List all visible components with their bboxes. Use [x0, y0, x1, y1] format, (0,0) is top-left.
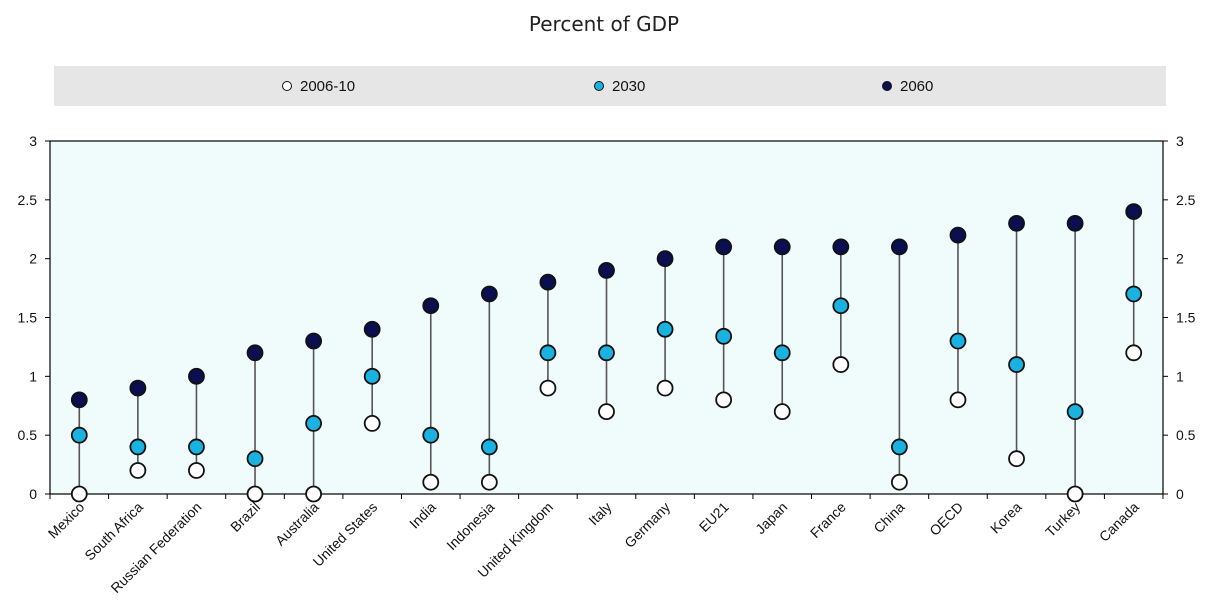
y-tick-label-right: 0.5 — [1176, 427, 1196, 443]
point-2006-10 — [305, 485, 323, 503]
x-category-label: France — [807, 499, 849, 541]
point-2030 — [129, 438, 147, 456]
point-2006-10 — [832, 356, 850, 373]
point-2060 — [1125, 203, 1143, 221]
point-2006-10 — [1125, 344, 1143, 362]
point-2006-10 — [363, 414, 381, 432]
point-2060 — [1008, 214, 1025, 232]
y-tick-label-left: 1 — [29, 368, 37, 384]
x-category-label: EU21 — [696, 499, 732, 535]
x-category-label: Italy — [585, 499, 614, 528]
x-category-label: Indonesia — [443, 499, 497, 553]
point-2060 — [305, 332, 323, 350]
point-2006-10 — [422, 473, 440, 491]
y-tick-label-right: 2 — [1176, 251, 1184, 267]
point-2006-10 — [890, 473, 908, 491]
x-category-label: Germany — [621, 499, 673, 551]
point-2030 — [1066, 403, 1084, 421]
point-2030 — [598, 344, 615, 362]
y-tick-label-left: 2 — [29, 251, 37, 267]
point-2060 — [598, 262, 615, 279]
point-2006-10 — [129, 462, 147, 479]
point-2030 — [246, 450, 264, 468]
point-2030 — [1008, 356, 1025, 373]
point-2060 — [70, 391, 88, 409]
point-2030 — [715, 327, 733, 345]
y-tick-label-left: 0 — [29, 486, 37, 502]
x-category-label: Mexico — [45, 499, 88, 542]
legend: 2006-10 2030 2060 — [54, 66, 1166, 106]
point-2006-10 — [773, 403, 791, 421]
legend-item-2006-10: 2006-10 — [282, 66, 355, 106]
y-tick-label-left: 0.5 — [18, 427, 38, 443]
point-2006-10 — [715, 391, 733, 409]
y-tick-label-right: 0 — [1176, 486, 1184, 502]
x-category-label: Brazil — [227, 499, 263, 535]
x-category-label: Canada — [1096, 499, 1142, 545]
point-2060 — [129, 379, 147, 397]
point-2030 — [890, 438, 908, 456]
x-category-label: India — [406, 499, 439, 532]
point-2060 — [480, 285, 498, 303]
point-2006-10 — [188, 462, 205, 479]
y-tick-label-left: 3 — [29, 133, 37, 149]
point-2060 — [656, 250, 674, 268]
point-2030 — [363, 367, 381, 385]
point-2006-10 — [539, 379, 557, 397]
point-2060 — [246, 344, 264, 362]
point-2060 — [1066, 214, 1084, 232]
legend-marker-2060-icon — [882, 81, 892, 91]
legend-label-2030: 2030 — [612, 77, 646, 95]
legend-marker-2006-10-icon — [282, 81, 292, 91]
x-category-label: South Africa — [81, 499, 146, 564]
point-2030 — [422, 426, 440, 444]
point-2060 — [832, 238, 850, 256]
point-2030 — [70, 426, 88, 444]
point-2030 — [1125, 285, 1143, 303]
point-2006-10 — [598, 403, 615, 421]
y-tick-label-right: 1.5 — [1176, 310, 1196, 326]
point-2030 — [305, 414, 323, 432]
chart-title: Percent of GDP — [528, 12, 680, 36]
point-2060 — [773, 238, 791, 256]
point-2030 — [188, 438, 205, 456]
point-2006-10 — [1008, 450, 1025, 468]
point-2006-10 — [480, 473, 498, 491]
y-tick-label-left: 2.5 — [18, 192, 38, 208]
point-2060 — [188, 367, 205, 385]
point-2006-10 — [246, 485, 264, 503]
point-2060 — [539, 273, 557, 291]
x-category-label: Turkey — [1042, 499, 1083, 540]
point-2060 — [715, 238, 733, 256]
legend-label-2006-10: 2006-10 — [300, 77, 356, 95]
point-2060 — [422, 297, 440, 315]
y-tick-label-right: 3 — [1176, 133, 1184, 149]
y-tick-label-right: 1 — [1176, 368, 1184, 384]
legend-label-2060: 2060 — [900, 77, 934, 95]
x-category-label: Australia — [272, 499, 322, 549]
point-2030 — [480, 438, 498, 456]
x-category-label: Korea — [987, 499, 1025, 537]
point-2060 — [949, 226, 967, 244]
point-2060 — [890, 238, 908, 256]
legend-item-2060: 2060 — [882, 66, 933, 106]
legend-item-2030: 2030 — [594, 66, 645, 106]
legend-marker-2030-icon — [594, 81, 604, 91]
point-2006-10 — [70, 485, 88, 503]
point-2006-10 — [656, 379, 674, 397]
x-category-label: OECD — [926, 499, 966, 539]
point-2060 — [363, 320, 381, 338]
x-category-label: Japan — [752, 499, 790, 537]
point-2030 — [656, 320, 674, 338]
point-2006-10 — [1066, 485, 1084, 503]
y-tick-label-right: 2.5 — [1176, 192, 1196, 208]
point-2030 — [832, 297, 850, 315]
x-category-label: China — [870, 499, 907, 536]
y-tick-label-left: 1.5 — [18, 310, 38, 326]
point-2006-10 — [949, 391, 967, 409]
point-2030 — [773, 344, 791, 362]
point-2030 — [949, 332, 967, 350]
point-2030 — [539, 344, 557, 362]
